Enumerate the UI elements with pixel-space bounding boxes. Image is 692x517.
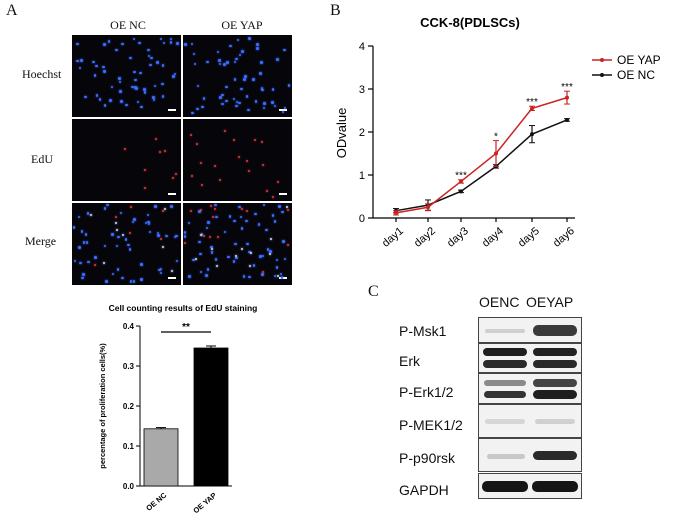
line-y-tick-label: 0 bbox=[359, 213, 365, 225]
line-point bbox=[459, 189, 463, 194]
blot-p-mek12 bbox=[478, 404, 582, 438]
blot-label-p-msk1: P-Msk1 bbox=[399, 323, 447, 339]
bar-chart: Cell counting results of EdU staining 0.… bbox=[98, 303, 257, 515]
line-x-tick-label: day6 bbox=[551, 225, 577, 250]
bar-category-label: OE NC bbox=[144, 490, 168, 513]
row-label-hoechst: Hoechst bbox=[22, 67, 62, 81]
blot-column-oeyap: OEYAP bbox=[526, 294, 574, 310]
bar-y-axis-label: percentage of proliferation cells(%) bbox=[98, 343, 107, 469]
line-point bbox=[530, 132, 534, 137]
blot-erk bbox=[478, 343, 582, 373]
line-significance-marker: *** bbox=[455, 171, 467, 182]
line-x-tick-label: day1 bbox=[380, 225, 406, 250]
blot-p-erk12 bbox=[478, 373, 582, 404]
merge-oe-yap-image bbox=[183, 203, 292, 285]
line-x-tick-label: day4 bbox=[480, 225, 506, 250]
legend-marker-oe-yap bbox=[600, 58, 604, 62]
line-point bbox=[565, 117, 569, 122]
line-point bbox=[565, 95, 569, 100]
merge-oe-nc-image bbox=[72, 203, 181, 285]
blot-p-p90rsk bbox=[478, 438, 582, 472]
line-chart: CCK-8(PDLSCs) 0 1 2 3 4 day1 day2 day3 day4 day5… bbox=[334, 15, 661, 250]
line-point bbox=[426, 205, 430, 210]
line-point bbox=[494, 151, 498, 156]
blot-label-p-erk12: P-Erk1/2 bbox=[399, 384, 454, 400]
legend-label-oe-yap: OE YAP bbox=[617, 53, 661, 67]
bar-oe-nc bbox=[143, 428, 179, 487]
column-label-oe-nc: OE NC bbox=[110, 18, 146, 32]
line-significance-marker: *** bbox=[561, 82, 573, 93]
line-point bbox=[459, 179, 463, 184]
bar-chart-title: Cell counting results of EdU staining bbox=[109, 303, 258, 313]
line-y-tick-label: 4 bbox=[359, 41, 365, 53]
line-x-tick-label: day5 bbox=[516, 225, 542, 250]
line-x-tick-label: day2 bbox=[412, 225, 438, 250]
line-x-tick-label: day3 bbox=[445, 225, 471, 250]
blot-gapdh bbox=[478, 473, 582, 499]
line-series-oe-yap bbox=[395, 96, 568, 214]
blot-p-msk1 bbox=[478, 317, 582, 343]
bar-y-tick-label: 0.4 bbox=[123, 322, 135, 331]
row-label-edu: EdU bbox=[31, 152, 53, 166]
legend-label-oe-nc: OE NC bbox=[617, 68, 655, 82]
edu-oe-yap-image bbox=[183, 119, 292, 201]
hoechst-oe-yap-image bbox=[183, 35, 292, 117]
panel-label-b: B bbox=[330, 2, 341, 19]
panel-label-c: C bbox=[368, 283, 379, 300]
line-significance-marker: *** bbox=[526, 97, 538, 108]
blot-label-erk: Erk bbox=[399, 353, 420, 369]
bar-y-tick-label: 0.2 bbox=[123, 402, 135, 411]
bar-category-label: OE YAP bbox=[191, 491, 218, 516]
bar-y-tick-label: 0.1 bbox=[123, 442, 135, 451]
blot-label-p-mek12: P-MEK1/2 bbox=[399, 417, 463, 433]
blot-label-p-p90rsk: P-p90rsk bbox=[399, 450, 456, 466]
bar-y-tick-label: 0.0 bbox=[123, 482, 135, 491]
line-series-oe-nc bbox=[395, 119, 568, 212]
line-point bbox=[394, 210, 398, 215]
legend-marker-oe-nc bbox=[600, 73, 604, 77]
hoechst-oe-nc-image bbox=[72, 35, 181, 117]
blot-column-oenc: OENC bbox=[479, 294, 520, 310]
line-chart-title: CCK-8(PDLSCs) bbox=[420, 15, 520, 30]
column-label-oe-yap: OE YAP bbox=[221, 18, 263, 32]
row-label-merge: Merge bbox=[25, 234, 57, 248]
panel-label-a: A bbox=[6, 2, 18, 19]
edu-oe-nc-image bbox=[72, 119, 181, 201]
line-significance-marker: * bbox=[494, 132, 498, 143]
line-point bbox=[530, 106, 534, 111]
line-y-tick-label: 1 bbox=[359, 170, 365, 182]
blot-label-gapdh: GAPDH bbox=[399, 482, 449, 498]
bar-oe-yap bbox=[193, 347, 229, 487]
line-y-tick-label: 2 bbox=[359, 127, 365, 139]
bar-significance-marker: ** bbox=[182, 322, 190, 333]
line-y-axis-label: ODvalue bbox=[334, 108, 349, 159]
line-y-tick-label: 3 bbox=[359, 84, 365, 96]
bar-y-tick-label: 0.3 bbox=[123, 362, 135, 371]
